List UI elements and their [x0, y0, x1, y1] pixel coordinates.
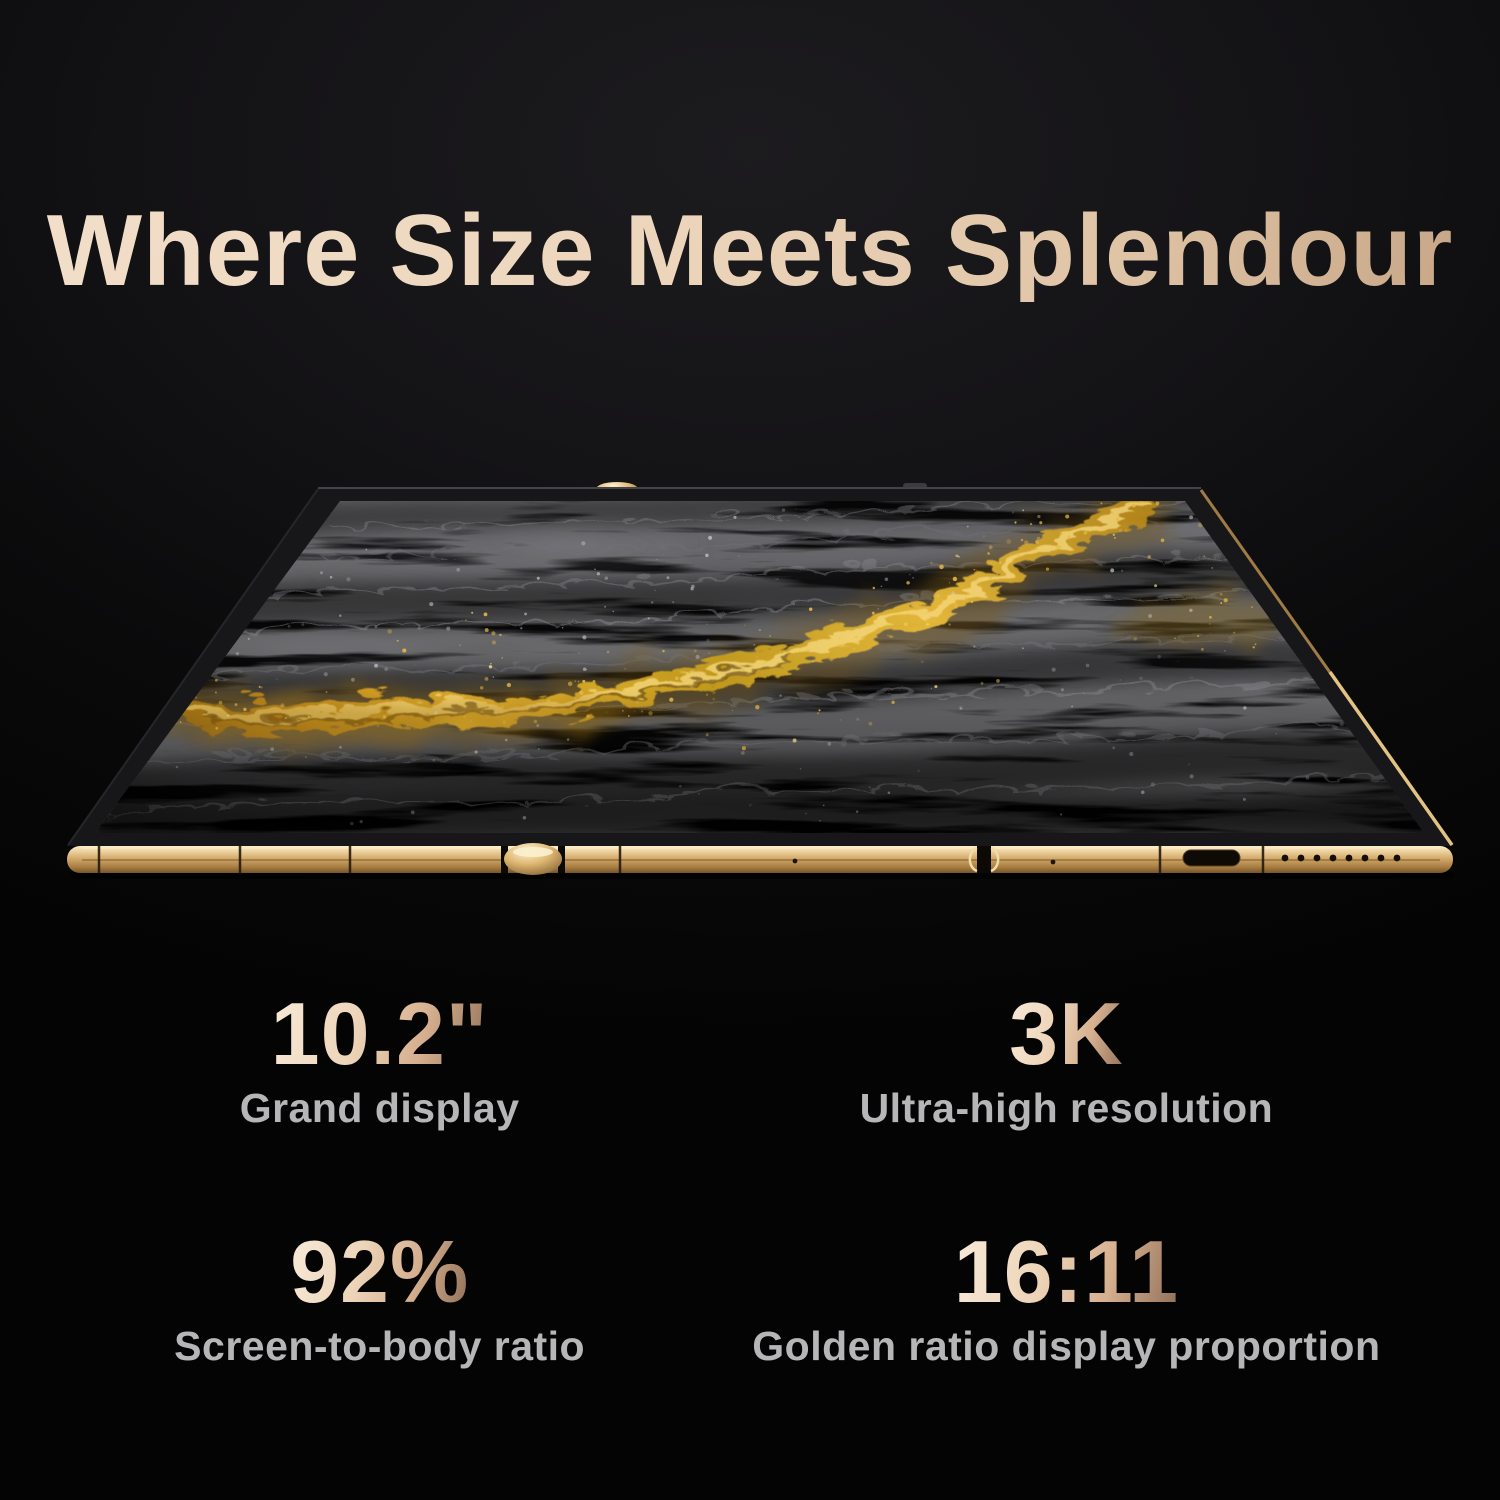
mic-hole — [792, 858, 798, 864]
page-title: Where Size Meets Splendour — [0, 200, 1500, 302]
spec-value: 10.2" — [270, 984, 489, 1083]
device-screen — [95, 501, 1424, 833]
spec-value: 16:11 — [953, 1222, 1180, 1321]
spec-label: Ultra-high resolution — [859, 1085, 1274, 1131]
spec-value: 92% — [290, 1222, 470, 1321]
mic-hole — [1050, 859, 1056, 865]
right-edge-gold-bright — [1328, 670, 1454, 847]
spec-screen-ratio: 92% Screen-to-body ratio — [45, 1228, 714, 1367]
spec-grid: 10.2" Grand display 3K Ultra-high resolu… — [0, 990, 1500, 1367]
hinge-junction — [968, 846, 1000, 873]
hinge-knob — [501, 843, 565, 875]
bottom-frame — [67, 843, 1453, 879]
antenna-seams — [97, 846, 1265, 873]
left-edge — [67, 488, 319, 846]
spec-value: 3K — [1009, 984, 1124, 1083]
spec-resolution: 3K Ultra-high resolution — [714, 990, 1418, 1129]
spec-aspect-ratio: 16:11 Golden ratio display proportion — [714, 1228, 1418, 1367]
usb-c-port — [1182, 849, 1241, 867]
spec-label: Golden ratio display proportion — [752, 1323, 1381, 1369]
speaker-holes — [1281, 854, 1401, 862]
spec-label: Screen-to-body ratio — [174, 1323, 586, 1369]
spec-label: Grand display — [239, 1085, 520, 1131]
spec-display-size: 10.2" Grand display — [45, 990, 714, 1129]
